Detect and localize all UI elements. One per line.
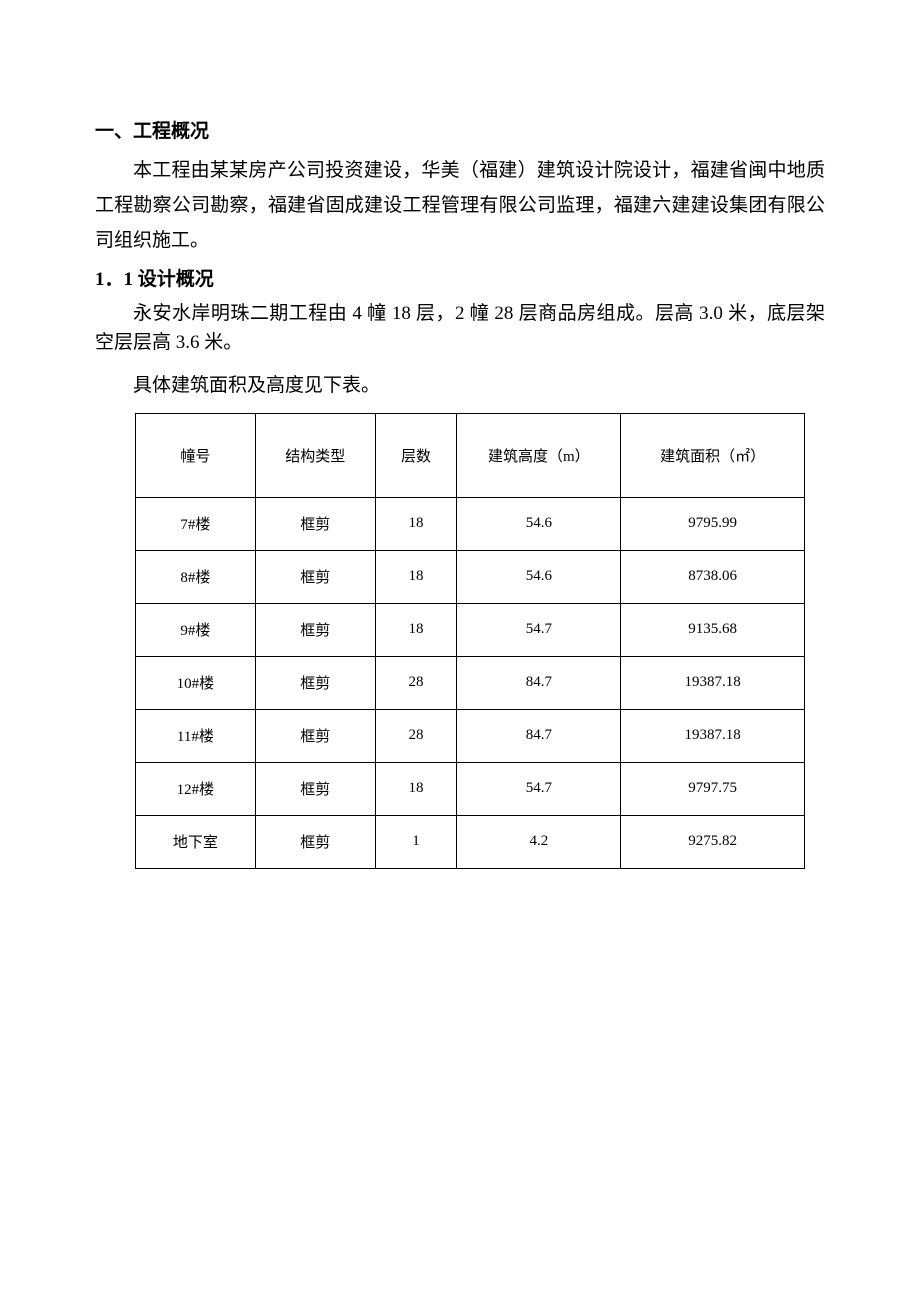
table-cell: 84.7 <box>457 656 621 709</box>
table-cell: 28 <box>375 709 457 762</box>
table-cell: 54.6 <box>457 550 621 603</box>
table-cell: 54.6 <box>457 497 621 550</box>
table-cell: 11#楼 <box>136 709 256 762</box>
table-row: 9#楼 框剪 18 54.7 9135.68 <box>136 603 805 656</box>
table-cell: 4.2 <box>457 815 621 868</box>
table-cell: 8738.06 <box>621 550 805 603</box>
table-cell: 18 <box>375 603 457 656</box>
table-header-cell: 层数 <box>375 413 457 497</box>
table-cell: 54.7 <box>457 762 621 815</box>
table-row: 10#楼 框剪 28 84.7 19387.18 <box>136 656 805 709</box>
table-cell: 7#楼 <box>136 497 256 550</box>
table-cell: 8#楼 <box>136 550 256 603</box>
table-cell: 84.7 <box>457 709 621 762</box>
table-cell: 10#楼 <box>136 656 256 709</box>
table-cell: 12#楼 <box>136 762 256 815</box>
table-cell: 框剪 <box>255 497 375 550</box>
table-cell: 框剪 <box>255 603 375 656</box>
table-cell: 9#楼 <box>136 603 256 656</box>
table-cell: 28 <box>375 656 457 709</box>
section-heading-1-1: 1．1 设计概况 <box>95 263 825 297</box>
table-cell: 18 <box>375 550 457 603</box>
table-cell: 框剪 <box>255 550 375 603</box>
table-header-cell: 结构类型 <box>255 413 375 497</box>
table-header-cell: 建筑高度（m） <box>457 413 621 497</box>
table-cell: 18 <box>375 762 457 815</box>
table-row: 地下室 框剪 1 4.2 9275.82 <box>136 815 805 868</box>
table-cell: 框剪 <box>255 762 375 815</box>
table-cell: 9795.99 <box>621 497 805 550</box>
table-cell: 1 <box>375 815 457 868</box>
section-1-1-paragraph-2: 具体建筑面积及高度见下表。 <box>95 368 825 403</box>
table-row: 8#楼 框剪 18 54.6 8738.06 <box>136 550 805 603</box>
table-cell: 框剪 <box>255 815 375 868</box>
table-cell: 19387.18 <box>621 709 805 762</box>
table-header-cell: 幢号 <box>136 413 256 497</box>
table-cell: 框剪 <box>255 656 375 709</box>
table-row: 11#楼 框剪 28 84.7 19387.18 <box>136 709 805 762</box>
building-table: 幢号 结构类型 层数 建筑高度（m） 建筑面积（㎡） 7#楼 框剪 18 54.… <box>135 413 805 869</box>
table-cell: 54.7 <box>457 603 621 656</box>
section-1-1-paragraph-1: 永安水岸明珠二期工程由 4 幢 18 层，2 幢 28 层商品房组成。层高 3.… <box>95 299 825 358</box>
table-cell: 9275.82 <box>621 815 805 868</box>
table-cell: 地下室 <box>136 815 256 868</box>
table-cell: 18 <box>375 497 457 550</box>
table-cell: 框剪 <box>255 709 375 762</box>
section-heading-1: 一、工程概况 <box>95 115 825 149</box>
table-row: 12#楼 框剪 18 54.7 9797.75 <box>136 762 805 815</box>
table-cell: 19387.18 <box>621 656 805 709</box>
table-row: 7#楼 框剪 18 54.6 9795.99 <box>136 497 805 550</box>
table-cell: 9135.68 <box>621 603 805 656</box>
table-header-row: 幢号 结构类型 层数 建筑高度（m） 建筑面积（㎡） <box>136 413 805 497</box>
section-1-paragraph: 本工程由某某房产公司投资建设，华美（福建）建筑设计院设计，福建省闽中地质工程勘察… <box>95 153 825 258</box>
table-cell: 9797.75 <box>621 762 805 815</box>
table-header-cell: 建筑面积（㎡） <box>621 413 805 497</box>
